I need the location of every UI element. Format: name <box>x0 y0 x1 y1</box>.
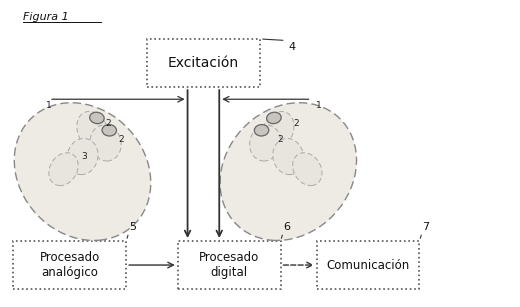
Ellipse shape <box>220 103 357 240</box>
Text: 3: 3 <box>81 152 87 161</box>
Ellipse shape <box>89 112 104 124</box>
Text: Procesado
digital: Procesado digital <box>199 251 259 279</box>
Ellipse shape <box>254 125 269 136</box>
Text: 5: 5 <box>129 222 136 232</box>
Ellipse shape <box>90 125 121 161</box>
Ellipse shape <box>262 111 294 150</box>
FancyBboxPatch shape <box>317 241 420 289</box>
Text: 1: 1 <box>316 101 322 110</box>
FancyBboxPatch shape <box>13 241 126 289</box>
Text: Comunicación: Comunicación <box>327 258 410 271</box>
Text: 2: 2 <box>278 135 283 144</box>
Ellipse shape <box>14 103 151 240</box>
FancyBboxPatch shape <box>147 39 260 87</box>
Ellipse shape <box>267 112 281 124</box>
Text: 6: 6 <box>283 222 290 232</box>
Ellipse shape <box>273 138 304 175</box>
Ellipse shape <box>250 125 281 161</box>
Text: Excitación: Excitación <box>168 56 239 70</box>
Text: Figura 1: Figura 1 <box>23 12 69 22</box>
Text: 2: 2 <box>106 119 111 128</box>
Text: 2: 2 <box>118 135 124 144</box>
Ellipse shape <box>102 125 116 136</box>
Ellipse shape <box>77 111 109 150</box>
Text: 1: 1 <box>46 101 52 110</box>
Ellipse shape <box>49 153 78 186</box>
FancyBboxPatch shape <box>178 241 281 289</box>
Text: 7: 7 <box>422 222 429 232</box>
Text: Procesado
analógico: Procesado analógico <box>40 251 100 279</box>
Ellipse shape <box>67 138 98 175</box>
Ellipse shape <box>293 153 322 186</box>
Text: 2: 2 <box>293 119 299 128</box>
Text: 4: 4 <box>288 42 295 52</box>
